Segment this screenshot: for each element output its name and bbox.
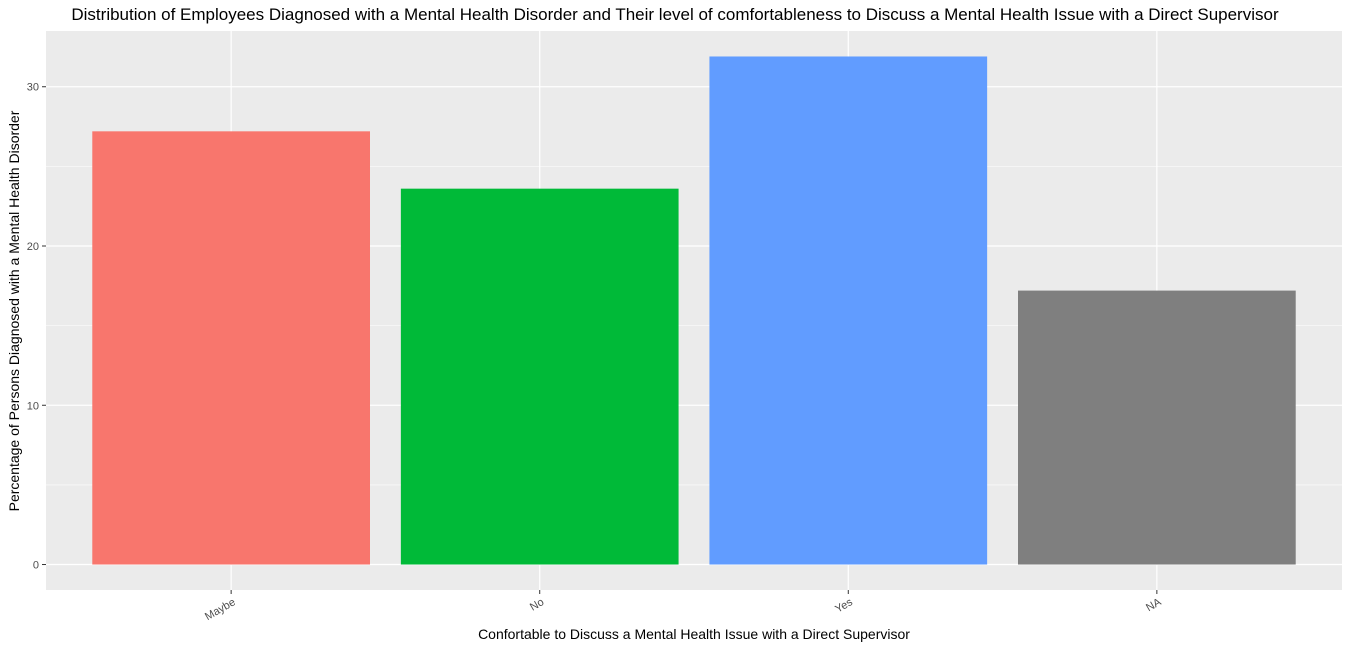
x-tick-label: NA: [1144, 596, 1164, 614]
x-tick-label: No: [528, 596, 546, 613]
y-tick-label: 10: [27, 400, 39, 412]
chart-title: Distribution of Employees Diagnosed with…: [71, 5, 1279, 24]
x-tick-label: Yes: [833, 596, 855, 616]
bar-na: [1018, 290, 1296, 565]
bars: [92, 56, 1296, 565]
y-tick-label: 20: [27, 241, 39, 253]
y-tick-label: 30: [27, 82, 39, 94]
bar-yes: [709, 56, 988, 565]
bar-no: [400, 188, 679, 565]
y-tick-label: 0: [33, 560, 39, 572]
x-tick-label: Maybe: [203, 596, 238, 623]
x-axis-ticks: Maybe No Yes NA: [203, 590, 1164, 623]
y-axis-ticks: 0 10 20 30: [27, 82, 46, 572]
x-axis-title: Confortable to Discuss a Mental Health I…: [478, 626, 910, 642]
y-axis-title: Percentage of Persons Diagnosed with a M…: [6, 110, 22, 511]
bar-maybe: [92, 131, 371, 565]
